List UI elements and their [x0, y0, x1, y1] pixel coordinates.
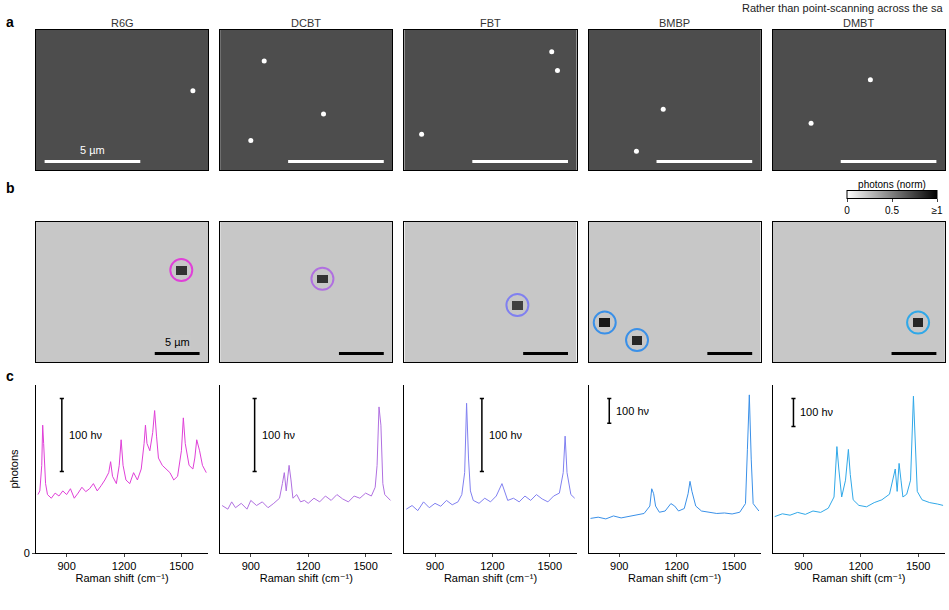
svg-text:900: 900 — [57, 560, 75, 572]
svg-text:900: 900 — [610, 560, 628, 572]
svg-text:900: 900 — [794, 560, 812, 572]
svg-text:BMBP: BMBP — [659, 17, 690, 29]
svg-text:1500: 1500 — [906, 560, 930, 572]
svg-text:1500: 1500 — [722, 560, 746, 572]
svg-text:photons (norm): photons (norm) — [858, 179, 926, 190]
svg-text:1200: 1200 — [664, 560, 688, 572]
svg-text:5 µm: 5 µm — [165, 336, 190, 348]
svg-text:0: 0 — [844, 205, 850, 216]
svg-text:0.5: 0.5 — [885, 205, 899, 216]
svg-text:Raman shift (cm⁻¹): Raman shift (cm⁻¹) — [444, 572, 537, 584]
svg-text:100 hν: 100 hν — [800, 406, 834, 418]
svg-text:c: c — [6, 368, 14, 384]
svg-text:100 hν: 100 hν — [69, 429, 103, 441]
svg-text:1500: 1500 — [538, 560, 562, 572]
svg-text:1200: 1200 — [480, 560, 504, 572]
svg-text:Raman shift (cm⁻¹): Raman shift (cm⁻¹) — [812, 572, 905, 584]
svg-text:photons: photons — [8, 449, 20, 489]
svg-text:a: a — [6, 14, 14, 30]
svg-text:FBT: FBT — [480, 17, 501, 29]
svg-text:Raman shift (cm⁻¹): Raman shift (cm⁻¹) — [628, 572, 721, 584]
svg-text:DCBT: DCBT — [291, 17, 321, 29]
svg-text:100 hν: 100 hν — [489, 429, 523, 441]
svg-text:900: 900 — [242, 560, 260, 572]
svg-text:0: 0 — [24, 547, 30, 559]
svg-text:DMBT: DMBT — [843, 17, 874, 29]
svg-text:1500: 1500 — [353, 560, 377, 572]
svg-text:1200: 1200 — [849, 560, 873, 572]
svg-text:100 hν: 100 hν — [262, 429, 296, 441]
svg-text:≥1: ≥1 — [931, 205, 942, 216]
svg-text:Raman shift (cm⁻¹): Raman shift (cm⁻¹) — [75, 572, 168, 584]
svg-text:b: b — [6, 180, 15, 196]
svg-text:100 hν: 100 hν — [616, 405, 650, 417]
svg-text:1500: 1500 — [169, 560, 193, 572]
svg-text:R6G: R6G — [111, 17, 134, 29]
svg-text:1200: 1200 — [296, 560, 320, 572]
svg-text:5 µm: 5 µm — [80, 144, 105, 156]
svg-text:1200: 1200 — [112, 560, 136, 572]
svg-text:Rather than point-scanning acr: Rather than point-scanning across the sa — [742, 2, 943, 14]
svg-text:900: 900 — [426, 560, 444, 572]
svg-text:Raman shift (cm⁻¹): Raman shift (cm⁻¹) — [260, 572, 353, 584]
